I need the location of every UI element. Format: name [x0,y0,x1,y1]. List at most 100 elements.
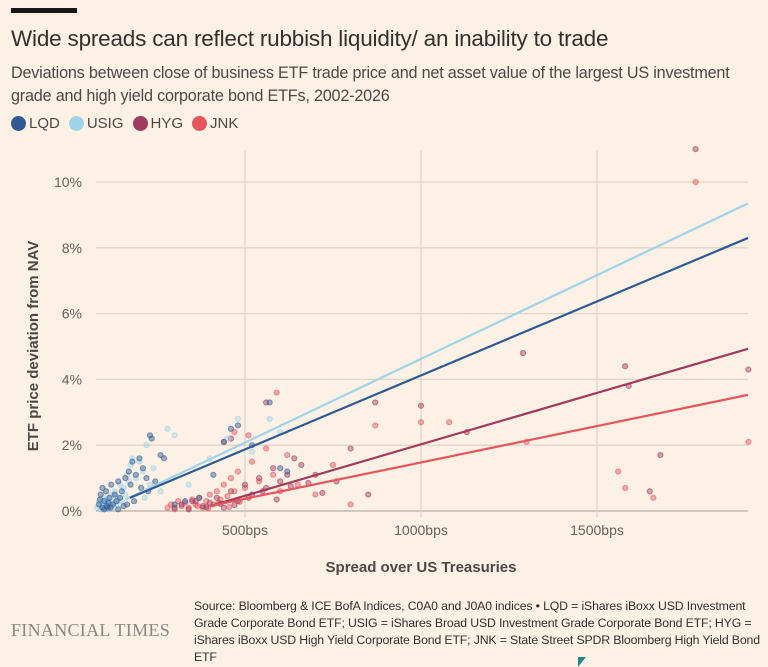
data-point-lqd [143,475,150,482]
data-point-hyg [622,363,629,370]
data-point-usig [185,481,192,488]
data-point-lqd [106,494,113,501]
data-point-lqd [148,435,155,442]
legend-swatch-usig [68,116,84,131]
data-point-hyg [692,146,699,153]
data-point-lqd [284,468,291,475]
y-tick-label: 2% [62,437,82,453]
data-point-hyg [203,503,210,511]
scatter-points [94,146,752,513]
data-point-lqd [129,458,136,465]
data-point-jnk [284,451,291,459]
series-lqd-points [95,399,291,513]
data-point-usig [266,415,273,422]
data-point-hyg [189,498,196,505]
series-hyg-points [171,146,752,513]
data-point-hyg [657,451,664,459]
data-point-lqd [111,491,118,498]
data-point-hyg [347,445,354,452]
data-point-jnk [372,422,379,429]
data-point-jnk [234,468,242,475]
x-tick-label: 1500bps [570,522,624,538]
data-point-lqd [132,471,139,478]
trend-line-hyg [209,347,749,508]
data-point-usig [150,465,157,472]
legend-item-lqd: LQD [11,115,60,132]
data-point-hyg [417,402,425,409]
data-point-hyg [241,481,249,488]
data-point-lqd [234,422,242,429]
data-point-jnk [194,502,201,510]
data-point-lqd [131,498,138,505]
data-point-lqd [97,491,104,498]
data-point-lqd [96,496,104,503]
data-point-lqd [123,501,131,508]
chart-title: Wide spreads can reflect rubbish liquidi… [11,26,609,51]
data-point-hyg [273,496,280,503]
x-tick-label: 1000bps [394,522,448,538]
legend-swatch-jnk [192,116,208,131]
data-point-jnk [417,419,425,426]
data-point-hyg [255,475,263,482]
data-point-jnk [206,491,213,498]
data-point-usig [127,461,134,469]
data-point-jnk [650,494,657,501]
data-point-usig [234,415,242,422]
legend-item-usig: USIG [68,115,124,132]
data-point-lqd [210,471,217,478]
data-point-lqd [171,501,178,508]
data-point-usig [164,425,171,432]
data-point-jnk [245,432,252,439]
data-point-hyg [220,504,227,511]
y-axis-label: ETF price deviation from NAV [25,241,42,452]
data-point-hyg [319,489,326,497]
trend-lines [124,202,749,508]
data-point-jnk [312,491,319,498]
source-note: Source: Bloomberg & ICE BofA Indices, C0… [194,599,760,664]
y-tick-label: 0% [62,503,82,519]
data-point-jnk [213,488,220,495]
data-point-lqd [266,399,273,406]
y-tick-label: 10% [54,174,82,190]
data-point-hyg [227,488,235,495]
data-point-lqd [115,478,122,485]
data-point-hyg [519,349,527,357]
legend-item-hyg: HYG [132,115,183,132]
legend-label-jnk: JNK [210,115,239,132]
data-point-lqd [138,484,145,492]
data-point-lqd [220,438,227,446]
data-point-hyg [291,455,298,462]
data-point-lqd [152,478,159,485]
data-point-lqd [102,488,110,495]
data-point-hyg [185,506,192,513]
data-point-jnk [248,458,256,465]
ft-logo: FINANCIAL TIMES [11,620,171,640]
data-point-jnk [273,389,280,396]
data-point-lqd [127,481,134,488]
data-point-hyg [213,494,220,501]
data-point-jnk [329,461,337,469]
trend-line-lqd [129,236,749,499]
data-point-lqd [277,465,284,472]
data-point-usig [171,432,178,439]
data-point-jnk [745,438,752,446]
data-point-hyg [231,501,238,509]
x-axis-label: Spread over US Treasuries [326,559,517,576]
data-point-lqd [139,465,147,472]
data-point-lqd [136,455,143,462]
data-point-usig [157,488,164,495]
data-point-hyg [277,478,284,485]
data-point-hyg [646,488,653,495]
data-point-lqd [160,455,168,462]
data-point-jnk [224,493,231,500]
data-point-jnk [220,481,227,488]
data-point-lqd [227,425,235,432]
data-point-lqd [182,498,189,505]
brand-bar [11,8,77,13]
data-point-lqd [105,499,112,506]
data-point-lqd [125,468,132,475]
data-point-usig [248,448,256,455]
data-point-usig [143,442,150,449]
data-point-hyg [298,461,305,469]
